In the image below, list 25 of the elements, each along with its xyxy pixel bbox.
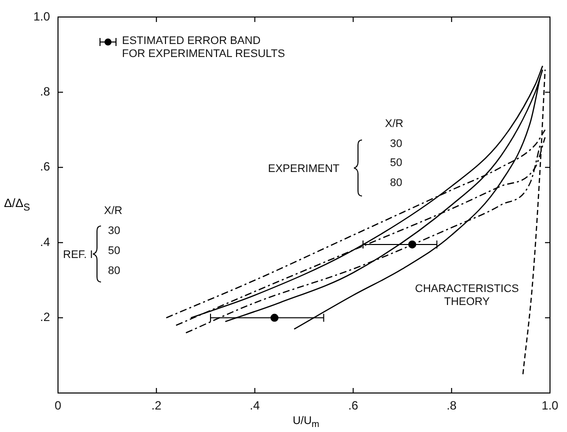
x-tick-label: .2 (151, 398, 162, 413)
annotation: 50 (390, 157, 402, 170)
x-tick-label: 1.0 (542, 398, 559, 413)
annotation: ESTIMATED ERROR BAND FOR EXPERIMENTAL RESULTS (122, 35, 285, 61)
y-axis-title: Δ/Δ$_{S}$ (4, 196, 30, 216)
annotation: 50 (108, 245, 120, 258)
annotation: 80 (108, 265, 120, 278)
y-tick-label: .6 (40, 160, 50, 174)
y-tick-label: .4 (40, 234, 50, 249)
annotation: 30 (390, 138, 402, 151)
annotation: X/R (104, 205, 122, 218)
annotation: CHARACTERISTICS THEORY (415, 283, 519, 309)
annotation: REF. I (63, 249, 93, 262)
y-tick-label: .8 (40, 84, 50, 99)
annotation: EXPERIMENT (268, 163, 340, 176)
annotation: 80 (390, 177, 402, 190)
x-tick-label: 0 (54, 398, 62, 413)
x-axis-title: U/U$_{m}$ (292, 415, 320, 430)
y-tick-label: .2 (40, 310, 50, 324)
x-tick-label: .6 (348, 398, 359, 413)
y-tick-label: 1.0 (33, 9, 50, 24)
x-tick-label: .8 (446, 398, 457, 413)
annotation: 30 (108, 225, 120, 238)
annotation: X/R (385, 118, 404, 131)
x-tick-label: .4 (250, 398, 260, 413)
